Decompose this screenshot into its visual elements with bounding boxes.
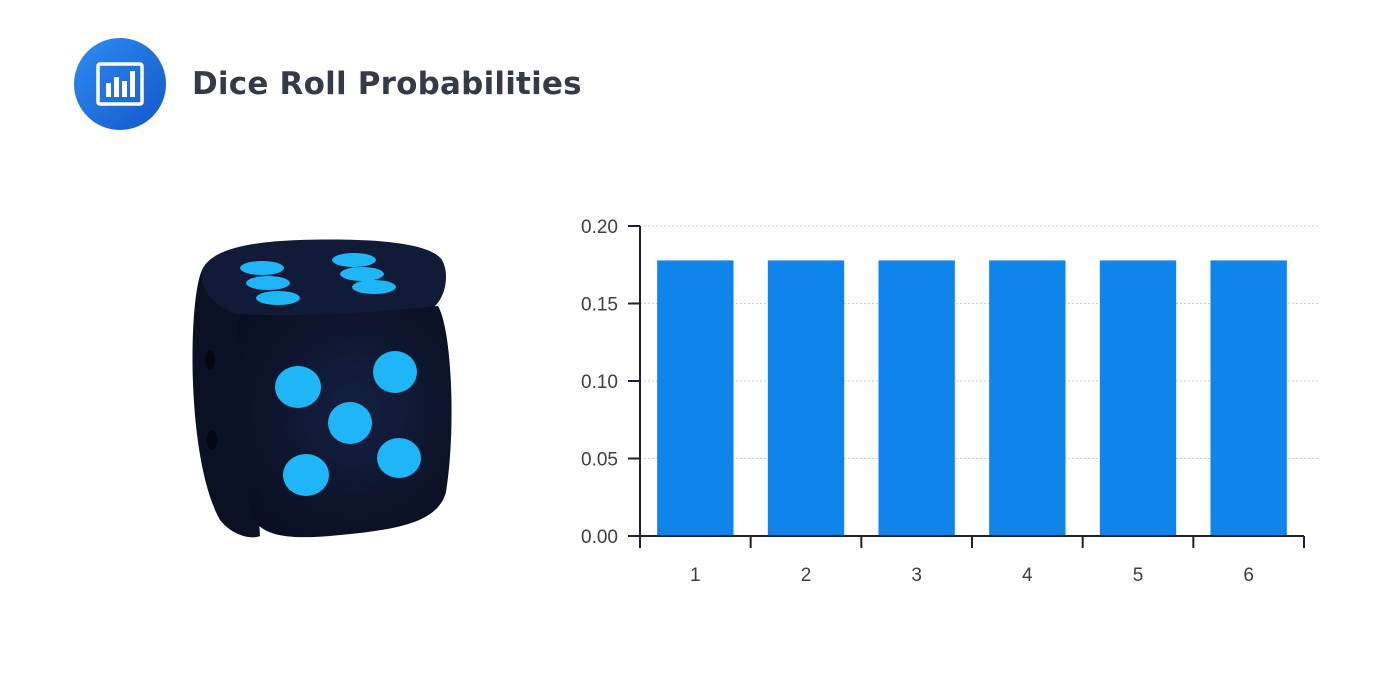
bar xyxy=(1210,260,1287,536)
x-tick-label: 5 xyxy=(1133,565,1144,586)
dice-icon xyxy=(192,239,452,538)
probability-bar-chart: 0.00 0.05 0.10 0.15 0.20 1 2 3 4 5 6 xyxy=(581,217,1318,586)
x-tick-label: 4 xyxy=(1022,565,1033,586)
page-title: Dice Roll Probabilities xyxy=(192,66,582,102)
x-tick-label: 6 xyxy=(1243,565,1254,586)
bar xyxy=(657,260,734,536)
bar xyxy=(767,260,845,536)
bar-chart-icon xyxy=(74,38,166,130)
bars xyxy=(657,260,1287,536)
x-tick-label: 3 xyxy=(911,565,922,586)
top-face-pips xyxy=(240,253,396,305)
y-tick-label: 0.00 xyxy=(581,527,618,548)
y-tick-label: 0.15 xyxy=(581,295,618,316)
tick-labels: 0.00 0.05 0.10 0.15 0.20 1 2 3 4 5 6 xyxy=(581,217,1254,586)
bar xyxy=(1099,260,1177,536)
x-tick-label: 1 xyxy=(690,565,701,586)
y-tick-label: 0.10 xyxy=(581,372,618,393)
header: Dice Roll Probabilities xyxy=(74,38,582,130)
grid-lines xyxy=(640,225,1318,459)
axes xyxy=(628,225,1305,548)
bar xyxy=(878,260,955,536)
y-tick-label: 0.20 xyxy=(581,217,618,238)
x-tick-label: 2 xyxy=(801,565,812,586)
y-tick-label: 0.05 xyxy=(581,450,618,471)
bar xyxy=(989,260,1066,536)
front-face-pips xyxy=(275,351,421,496)
